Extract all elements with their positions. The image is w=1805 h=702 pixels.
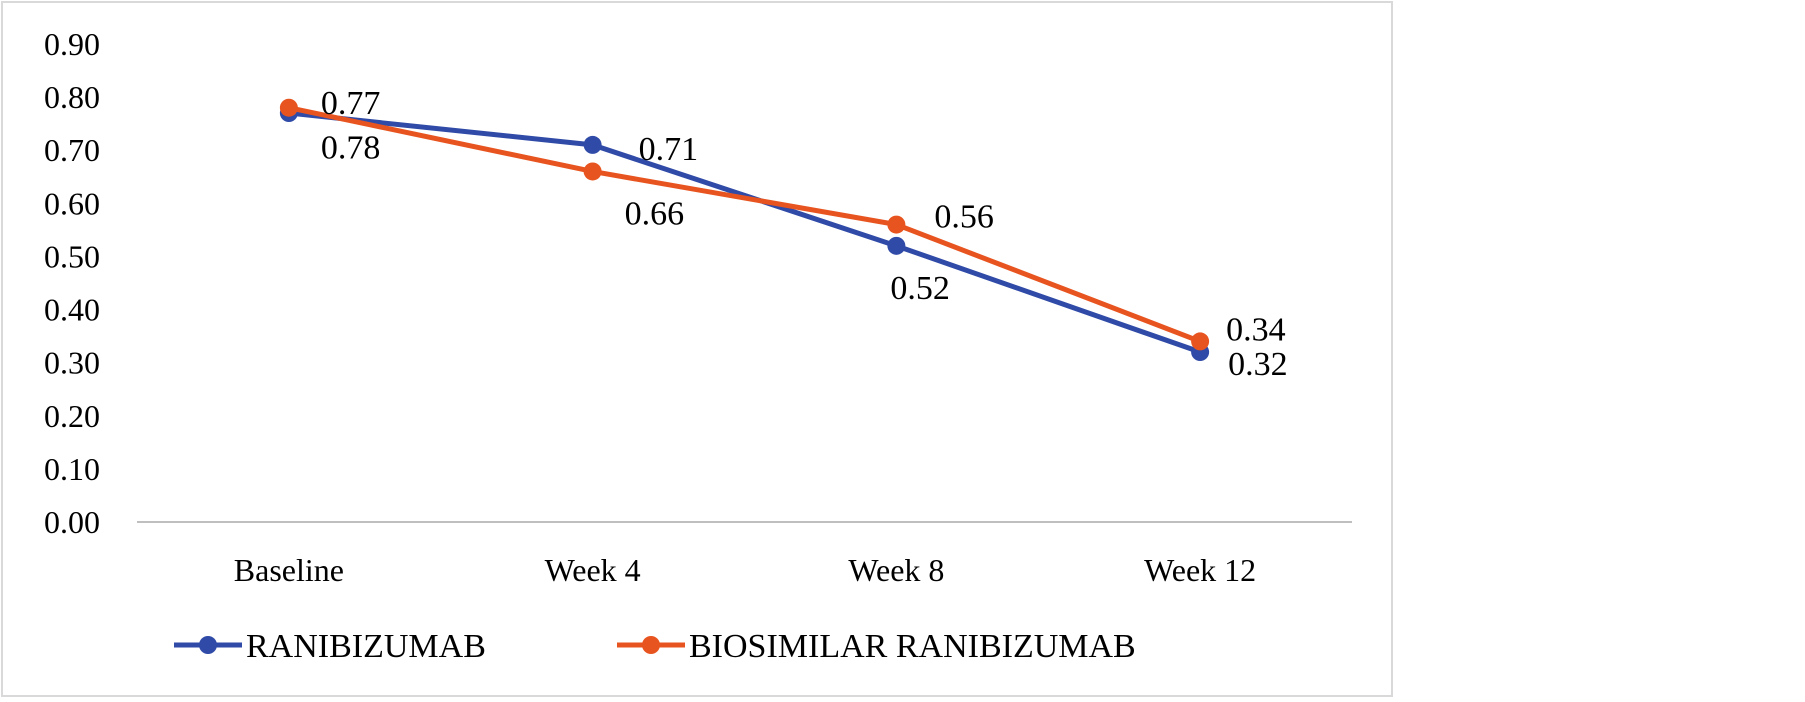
y-tick-label: 0.20 — [44, 398, 100, 434]
data-point — [583, 135, 602, 154]
y-tick-label: 0.60 — [44, 185, 100, 221]
x-tick-label: Week 12 — [1144, 552, 1256, 588]
data-label: 0.52 — [890, 270, 950, 307]
data-label: 0.71 — [639, 131, 699, 168]
x-axis-ticks: Baseline Week 4 Week 8 Week 12 — [234, 552, 1256, 588]
series-group — [279, 98, 1210, 362]
y-tick-label: 0.10 — [44, 451, 100, 487]
data-point — [887, 215, 906, 234]
data-label: 0.56 — [934, 199, 994, 236]
y-tick-label: 0.00 — [44, 504, 100, 540]
y-tick-label: 0.40 — [44, 292, 100, 328]
y-tick-label: 0.90 — [44, 26, 100, 62]
y-tick-label: 0.50 — [44, 238, 100, 274]
series-line-biosimilar-ranibizumab — [286, 105, 1203, 344]
data-labels: 0.77 0.71 0.52 0.32 0.78 0.66 0.56 0.34 — [321, 85, 1288, 383]
series-line-ranibizumab — [286, 110, 1203, 355]
legend-label: RANIBIZUMAB — [246, 628, 486, 665]
y-tick-label: 0.80 — [44, 79, 100, 115]
data-point — [583, 162, 602, 181]
y-tick-label: 0.30 — [44, 345, 100, 381]
legend-marker — [642, 636, 660, 654]
legend-marker — [199, 636, 217, 654]
legend-label: BIOSIMILAR RANIBIZUMAB — [689, 628, 1136, 665]
x-tick-label: Week 4 — [545, 552, 641, 588]
x-tick-label: Week 8 — [848, 552, 944, 588]
data-label: 0.66 — [625, 195, 685, 232]
y-tick-label: 0.70 — [44, 132, 100, 168]
chart-frame — [1, 1, 1393, 697]
data-label: 0.34 — [1226, 311, 1286, 348]
legend: RANIBIZUMAB BIOSIMILAR RANIBIZUMAB — [174, 628, 1136, 665]
data-point — [887, 236, 906, 255]
data-label: 0.32 — [1228, 346, 1288, 383]
x-tick-label: Baseline — [234, 552, 344, 588]
data-label: 0.78 — [321, 130, 381, 167]
data-label: 0.77 — [321, 85, 381, 122]
data-point — [279, 98, 298, 117]
data-point — [1191, 332, 1210, 351]
y-axis-ticks: 0.00 0.10 0.20 0.30 0.40 0.50 0.60 0.70 0.80 0.90 — [44, 26, 100, 540]
